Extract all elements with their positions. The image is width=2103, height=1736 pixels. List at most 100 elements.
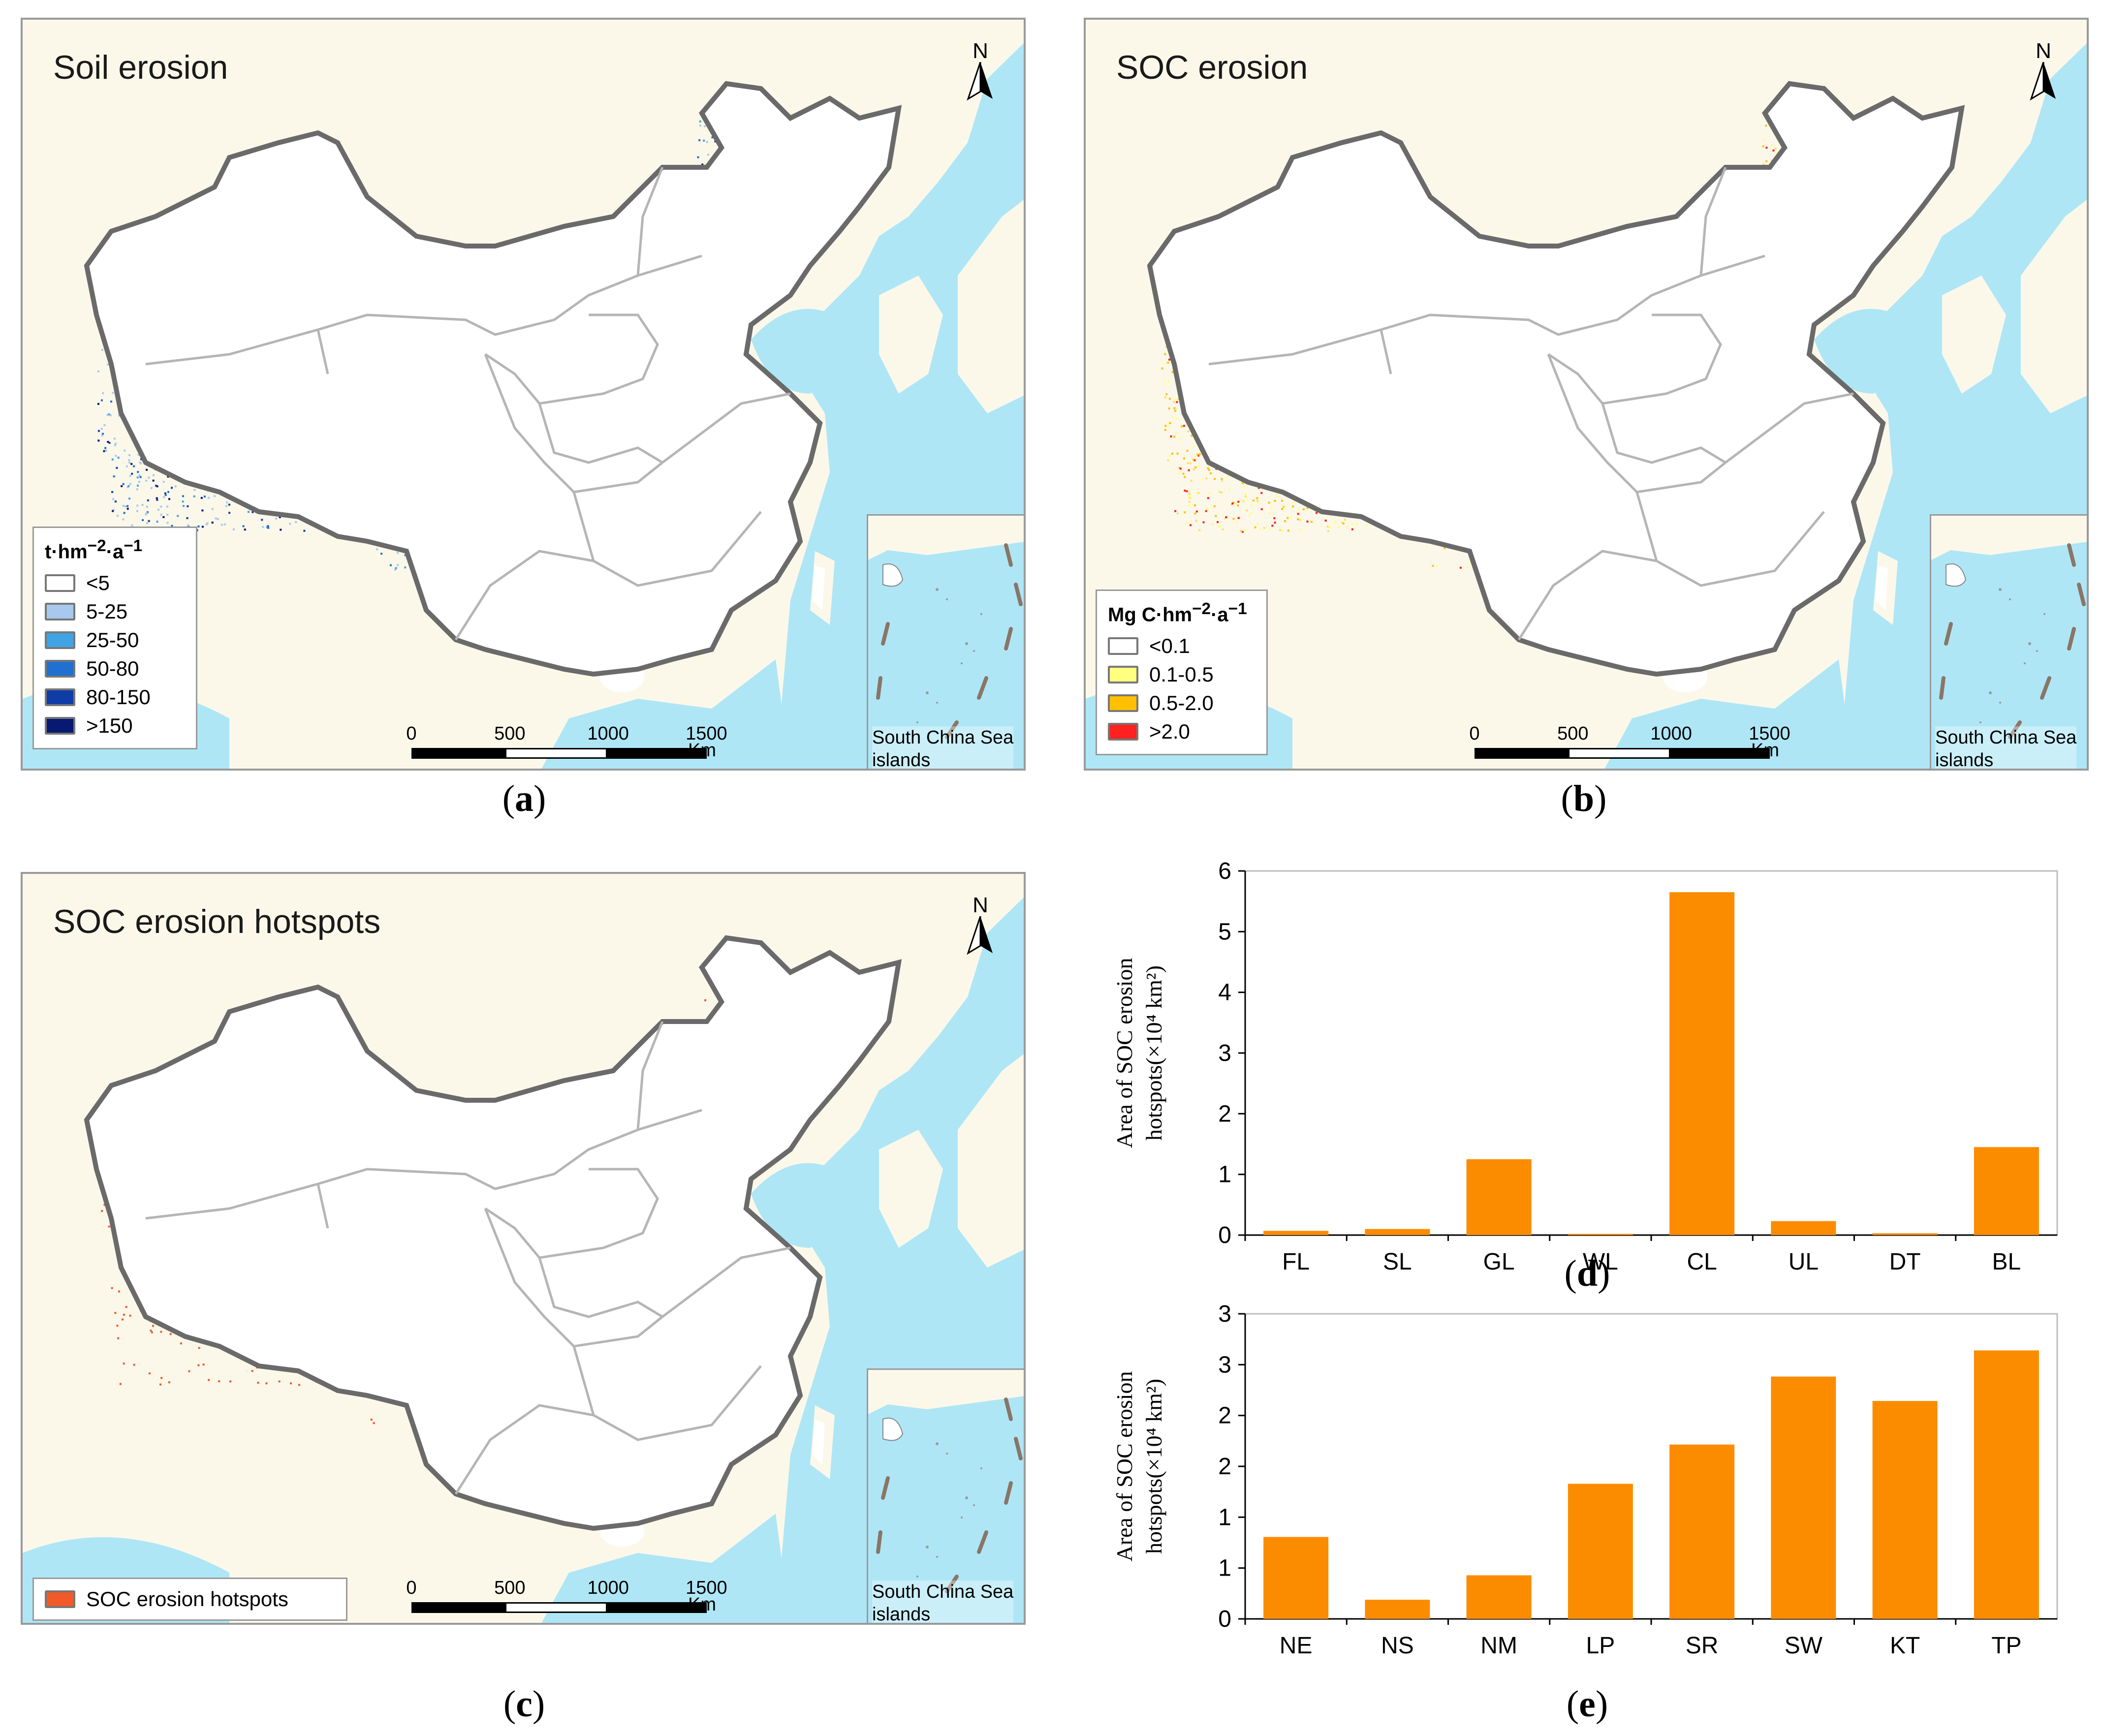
legend-item: 0.1-0.5 [1108, 660, 1256, 689]
legend-swatch [45, 574, 75, 592]
bar [1669, 1444, 1735, 1619]
legend-label: >2.0 [1149, 720, 1190, 744]
x-tick-label: UL [1789, 1249, 1819, 1275]
bar [1771, 1221, 1836, 1235]
legend-label: 25-50 [86, 628, 139, 652]
inset-label: South China Sea islands [872, 1581, 1014, 1625]
legend-item: >2.0 [1108, 717, 1256, 746]
x-tick-label: LP [1586, 1633, 1615, 1659]
x-tick-label: NS [1381, 1633, 1414, 1659]
map-panel-soc-hotspots: SOC erosion hotspots N SOC erosion hotsp… [21, 872, 1026, 1625]
x-tick-label: NE [1280, 1633, 1313, 1659]
scale-tick-label: 500 [494, 723, 526, 744]
panel-caption-a: (a) [502, 778, 546, 819]
y-axis-label: Area of SOC erosion [1112, 958, 1137, 1148]
china-map [1086, 20, 2087, 769]
legend-label: <5 [86, 571, 110, 595]
panel-caption-c: (c) [503, 1683, 545, 1725]
legend-swatch [1108, 694, 1138, 713]
south-china-sea-inset: South China Sea islands [867, 1368, 1024, 1625]
bar [1872, 1401, 1938, 1619]
legend-item: 80-150 [45, 683, 185, 712]
y-tick-label: 3 [1218, 1352, 1231, 1378]
x-tick-label: FL [1282, 1249, 1310, 1275]
legend-label: >150 [86, 714, 133, 738]
y-axis-label: hotspots(×10⁴ km²) [1141, 965, 1166, 1141]
x-tick-label: TP [1991, 1633, 2021, 1659]
legend: SOC erosion hotspots [32, 1578, 347, 1621]
bar [1872, 1233, 1938, 1235]
south-china-sea-inset: South China Sea islands [867, 514, 1024, 769]
bar-chart-regions: 0 1 1 2 2 3 3 NE NS NM LP SR SW KT TP Area of SOC erosi… [1098, 1301, 2082, 1678]
inset-label: South China Sea islands [1935, 726, 2077, 771]
panel-caption-d: (d) [1564, 1253, 1610, 1294]
x-tick-label: SL [1383, 1249, 1412, 1275]
y-tick-label: 2 [1218, 1403, 1231, 1429]
x-tick-label: GL [1483, 1249, 1515, 1275]
scale-tick-label: 0 [406, 1578, 417, 1598]
scale-tick-label: 1500 [686, 723, 727, 744]
y-tick-label: 5 [1218, 919, 1231, 945]
legend: t·hm−2·a−1 <5 5-25 25-50 50-80 80-150 >150 [32, 527, 197, 750]
scale-tick-label: 1000 [587, 1578, 629, 1598]
legend-title: Mg C·hm−2·a−1 [1108, 600, 1247, 626]
north-arrow-icon: N [961, 40, 1000, 104]
north-arrow-icon: N [2024, 40, 2063, 104]
china-map [23, 20, 1024, 769]
scale-tick-label: 1500 [1749, 723, 1790, 744]
y-tick-label: 1 [1218, 1555, 1231, 1581]
legend-label: SOC erosion hotspots [86, 1587, 288, 1611]
y-tick-label: 2 [1218, 1101, 1231, 1127]
panel-caption-b: (b) [1561, 778, 1607, 819]
scale-tick-label: 1500 [686, 1578, 727, 1598]
panel-caption-e: (e) [1566, 1683, 1608, 1725]
legend-item: 0.5-2.0 [1108, 689, 1256, 717]
legend-swatch [45, 603, 75, 621]
y-tick-label: 2 [1218, 1454, 1231, 1480]
legend-label: 80-150 [86, 685, 151, 709]
y-tick-label: 4 [1218, 980, 1231, 1006]
y-tick-label: 1 [1218, 1504, 1231, 1530]
legend-swatch [1108, 666, 1138, 684]
map-title: SOC erosion [1116, 49, 1308, 86]
bar [1669, 892, 1735, 1235]
y-axis-label: Area of SOC erosion [1112, 1371, 1137, 1561]
bar [1365, 1600, 1430, 1619]
scale-bar: 0 500 1000 1500 Km [406, 1578, 727, 1615]
y-axis-label: hotspots(×10⁴ km²) [1141, 1379, 1166, 1554]
y-tick-label: 0 [1218, 1606, 1231, 1632]
legend-swatch [45, 631, 75, 650]
y-tick-label: 6 [1218, 858, 1231, 884]
x-tick-label: NM [1480, 1633, 1517, 1659]
legend-label: 5-25 [86, 600, 128, 623]
south-china-sea-inset: South China Sea islands [1930, 514, 2087, 771]
legend-item: 25-50 [45, 626, 185, 654]
map-panel-soc-erosion: SOC erosion N Mg C·hm−2·a−1 <0.1 0.1-0.5 0… [1084, 18, 2089, 771]
legend-swatch [1108, 637, 1138, 655]
legend-item: <5 [45, 569, 185, 597]
bar [1365, 1229, 1430, 1235]
bar [1974, 1350, 2039, 1619]
scale-tick-label: 500 [494, 1578, 526, 1598]
scale-tick-label: 500 [1557, 723, 1589, 744]
plot-frame [1244, 870, 2058, 1236]
legend-swatch [1108, 723, 1138, 741]
bar-chart-land-use: 0 1 2 3 4 5 6 FL SL GL WL CL UL DT BL Area of SOC erosi… [1098, 858, 2082, 1294]
y-tick-label: 3 [1218, 1040, 1231, 1066]
scale-bar: 0 500 1000 1500 Km [1469, 723, 1790, 761]
legend-swatch [45, 660, 75, 678]
bar [1263, 1537, 1329, 1619]
north-arrow-icon: N [961, 895, 1000, 958]
legend-label: 0.5-2.0 [1149, 691, 1214, 715]
y-tick-label: 3 [1218, 1301, 1231, 1327]
legend-item: <0.1 [1108, 632, 1256, 660]
x-tick-label: CL [1687, 1249, 1717, 1275]
x-tick-label: SW [1785, 1633, 1823, 1659]
x-tick-label: DT [1889, 1249, 1921, 1275]
bar [1466, 1159, 1532, 1235]
y-tick-label: 1 [1218, 1162, 1231, 1188]
chart-svg: 0 1 1 2 2 3 3 NE NS NM LP SR SW KT TP Area of SOC erosi… [1112, 1301, 2058, 1659]
map-title: SOC erosion hotspots [53, 903, 381, 940]
bar [1568, 1484, 1633, 1619]
x-tick-label: KT [1890, 1633, 1920, 1659]
